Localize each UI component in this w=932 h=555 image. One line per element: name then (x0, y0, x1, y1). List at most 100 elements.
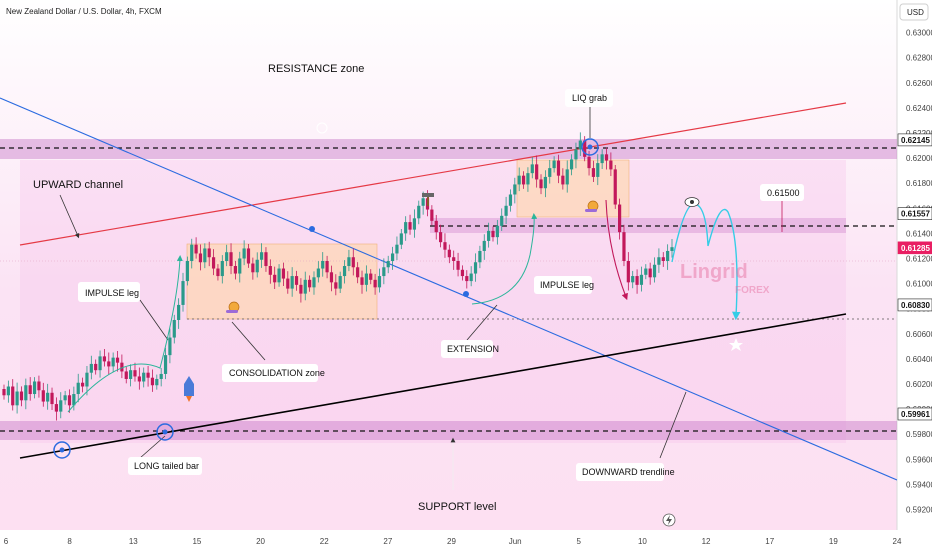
currency-label: USD (907, 8, 924, 17)
candle-body (28, 385, 32, 395)
candle-body (377, 276, 382, 288)
candle-body (600, 154, 604, 164)
candle-body (399, 233, 403, 245)
candle-body (578, 140, 582, 150)
candle-body (207, 248, 211, 258)
candle-body (447, 249, 451, 258)
extension-callout: EXTENSION (441, 340, 499, 358)
time-tick-label: 20 (256, 537, 265, 546)
candle-body (430, 209, 434, 221)
candle-body (163, 355, 168, 374)
candle-body (356, 267, 360, 278)
candle-body (583, 140, 587, 157)
candle-body (613, 169, 617, 205)
candle-body (246, 248, 251, 264)
rocket-icon (184, 376, 194, 402)
hammer-icon (422, 193, 434, 206)
candle-body (604, 154, 609, 161)
candle-body (50, 392, 54, 405)
downward-trendline-label: DOWNWARD trendline (582, 467, 675, 477)
candle-body (155, 378, 159, 386)
price-tags: 0.62145 0.61557 0.61285 0.60830 0.59961 (897, 133, 932, 421)
candle-body (548, 168, 552, 177)
candle-body (373, 279, 377, 288)
liq-grab-marker (581, 138, 599, 156)
candle-body (535, 164, 539, 180)
price-tick-label: 0.59200 (906, 505, 932, 514)
candle-body (216, 268, 220, 277)
extension-arrow (471, 213, 538, 305)
candle-body (639, 274, 644, 285)
candle-body (286, 278, 290, 289)
candle-body (181, 281, 185, 305)
candle-body (469, 273, 473, 282)
price-tag-label: 0.61557 (901, 210, 930, 219)
alert-clock-icon (316, 122, 328, 134)
long-tailed-bar-label: LONG tailed bar (134, 461, 199, 471)
candle-body (465, 276, 469, 282)
support-level-label: SUPPORT level (418, 501, 496, 513)
candle-body (334, 282, 338, 289)
candle-body (150, 377, 155, 386)
liq-grab-callout: LIQ grab (565, 89, 613, 107)
price-tag-label: 0.59961 (901, 410, 930, 419)
candle-body (491, 230, 495, 238)
channel-label-pointer (59, 194, 80, 239)
long-tailed-bar-callout: LONG tailed bar (128, 457, 202, 475)
currency-button[interactable]: USD (899, 3, 929, 21)
candle-body (596, 163, 600, 177)
candle-body (146, 372, 150, 378)
long-tail-dot (162, 429, 168, 435)
price-tag-label: 0.60830 (901, 301, 930, 310)
candle-body (513, 184, 517, 195)
candle-body (142, 372, 146, 382)
candle-body (539, 179, 543, 189)
time-tick-label: 5 (577, 537, 582, 546)
trendline-touch-dot-1 (309, 226, 315, 232)
impulse-leg-2-label: IMPULSE leg (540, 280, 594, 290)
candle-body (59, 400, 63, 412)
candle-body (316, 268, 320, 278)
candle-body (644, 268, 648, 275)
impulse-leg-1-label: IMPULSE leg (85, 288, 139, 298)
candle-body (242, 248, 246, 259)
candle-body (347, 257, 351, 267)
resistance-zone-band (0, 139, 897, 159)
target-price-label: 0.61500 (767, 188, 800, 198)
candle-body (452, 257, 456, 261)
impulse-arrow-1 (67, 255, 183, 413)
candle-body (129, 370, 133, 379)
consolidation-callout: CONSOLIDATION zone (222, 364, 325, 382)
eye-icon (684, 197, 700, 207)
downward-trendline (0, 97, 897, 481)
candle-body (159, 373, 163, 379)
candle-body (255, 259, 259, 273)
candle-body (434, 220, 438, 233)
consolidation-zone-label: CONSOLIDATION zone (229, 368, 325, 378)
candle-body (303, 279, 307, 294)
candle-body (177, 304, 181, 320)
candle-body (351, 257, 355, 268)
downward-label-pointer (659, 391, 687, 459)
candle-body (661, 257, 665, 261)
candle-body (574, 149, 578, 160)
candle-body (321, 261, 325, 269)
candle-body (41, 390, 45, 402)
candle-body (124, 371, 128, 379)
plot-background (0, 0, 897, 530)
candle-body (80, 382, 85, 387)
candle-body (85, 372, 89, 387)
time-tick-label: 8 (67, 537, 72, 546)
candle-body (552, 160, 556, 169)
candle-body (308, 279, 312, 288)
candle-body (325, 261, 329, 273)
candle-body (487, 230, 491, 241)
time-axis[interactable]: 6 8 13 15 20 22 27 29 Jun 5 10 12 17 19 24 (4, 537, 902, 546)
candle-body (329, 272, 334, 283)
